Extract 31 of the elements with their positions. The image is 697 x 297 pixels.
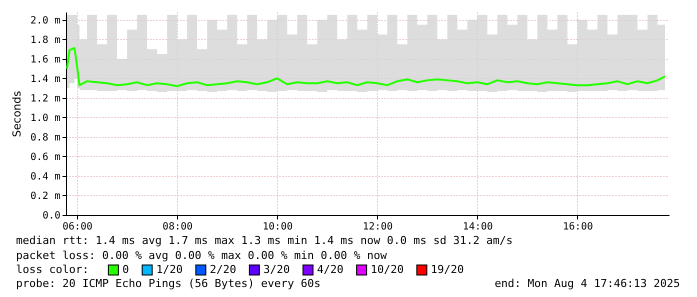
- y-tick-label: 0.0: [42, 210, 60, 222]
- x-tick-label: 08:00: [162, 222, 193, 232]
- y-tick-label: 1.8 m: [30, 34, 60, 46]
- x-tick-label: 10:00: [262, 222, 293, 232]
- y-tick-label: 2.0 m: [30, 15, 60, 26]
- y-tick-label: 1.2 m: [30, 93, 60, 104]
- legend-title: loss color:: [16, 263, 89, 276]
- legend-label: 0: [122, 263, 130, 276]
- y-tick-label: 1.4 m: [30, 74, 60, 85]
- text: median rtt: 1.4 ms avg 1.7 ms max 1.3 ms min 1.4 ms now 0.0 ms sd 31.2 am/s: [16, 234, 513, 247]
- y-tick-label: 1.6 m: [30, 54, 60, 66]
- legend-label: 3/20: [263, 263, 290, 276]
- legend-label: 4/20: [317, 263, 344, 276]
- y-tick-label: 0.2 m: [30, 190, 60, 202]
- text: probe: 20 ICMP Echo Pings (56 Bytes) every 60s: [16, 277, 321, 290]
- y-tick-label: 0.4 m: [30, 171, 60, 182]
- x-tick-label: 12:00: [362, 222, 393, 232]
- legend-label: 19/20: [430, 263, 464, 276]
- line-series: [66, 47, 666, 88]
- legend-label: 2/20: [210, 263, 236, 276]
- y-tick-label: 0.8 m: [30, 132, 60, 144]
- x-tick-label: 16:00: [562, 222, 593, 232]
- y-axis-title: Seconds: [10, 90, 24, 138]
- y-tick-label: 1.0 m: [30, 112, 60, 124]
- text: end: Mon Aug 4 17:46:13 2025: [494, 277, 680, 290]
- text: packet loss: 0.00 % avg 0.00 % max 0.00 % min 0.00 % now: [16, 249, 388, 262]
- x-tick-label: 14:00: [462, 222, 493, 232]
- legend-label: 10/20: [370, 263, 404, 276]
- x-tick-label: 06:00: [62, 222, 93, 232]
- y-tick-label: 0.6 m: [30, 152, 60, 163]
- legend-label: 1/20: [156, 263, 183, 276]
